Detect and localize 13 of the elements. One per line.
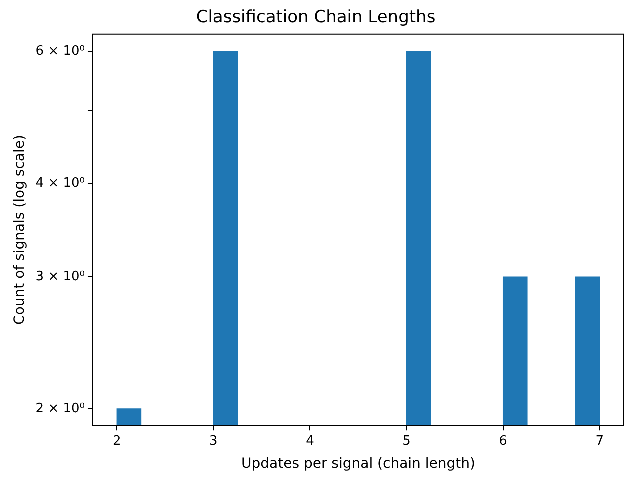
x-tick-label: 7 [596,434,604,449]
x-axis-title: Updates per signal (chain length) [242,456,476,472]
x-tick-label: 5 [402,434,411,449]
y-axis-title: Count of signals (log scale) [12,135,28,325]
y-tick-label: 2 × 10⁰ [36,401,85,416]
chart-title: Classification Chain Lengths [196,8,436,28]
x-tick-label: 2 [112,434,122,449]
y-tick-label: 6 × 10⁰ [36,44,85,60]
x-tick-label: 6 [499,434,508,449]
y-tick-label: 4 × 10⁰ [36,176,85,191]
x-tick-label: 3 [210,434,218,449]
y-tick-label: 3 × 10⁰ [36,270,85,284]
x-tick-label: 4 [306,434,314,449]
